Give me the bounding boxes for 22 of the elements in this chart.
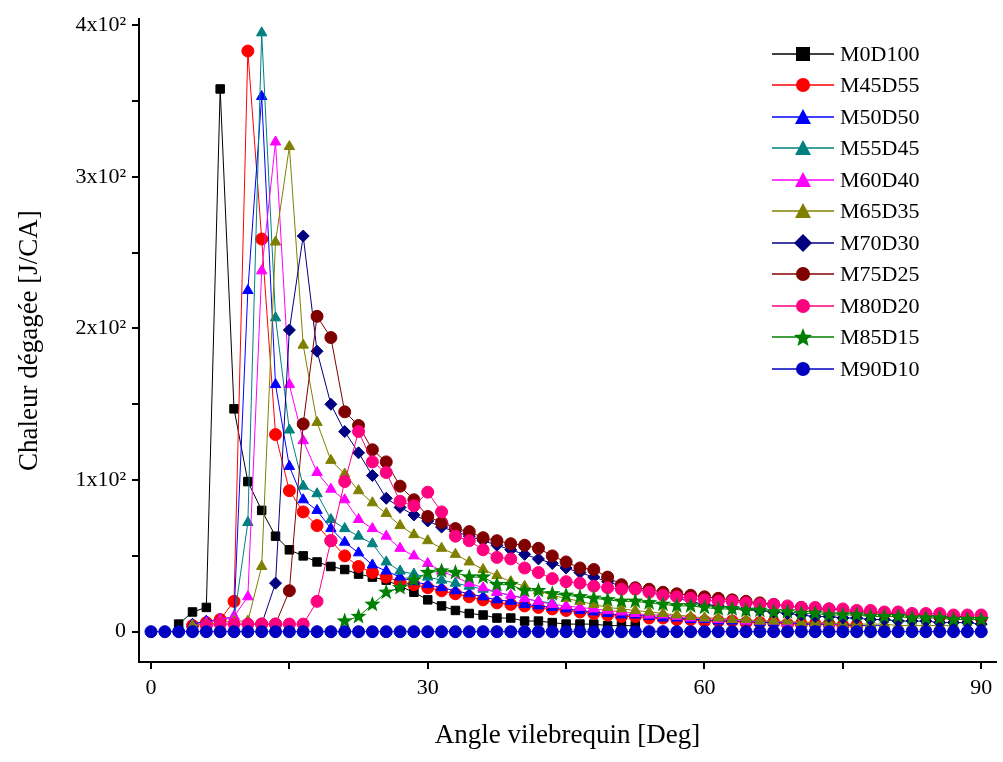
x-tick-label: 90 (970, 673, 993, 699)
legend-label: M55D45 (840, 135, 920, 162)
legend-label: M60D40 (840, 166, 920, 193)
legend-label: M65D35 (840, 198, 920, 225)
x-tick-label: 60 (693, 673, 716, 699)
legend-label: M0D100 (840, 40, 920, 67)
y-tick-label: 4x10² (75, 11, 127, 37)
y-axis-title: Chaleur dégagée [J/CA] (13, 210, 44, 472)
legend-label: M90D10 (840, 355, 920, 382)
legend-label: M80D20 (840, 292, 920, 319)
y-tick-label: 0 (115, 617, 126, 643)
legend-label: M50D50 (840, 103, 920, 130)
legend-label: M75D25 (840, 261, 920, 288)
legend-label: M70D30 (840, 229, 920, 256)
y-tick-label: 2x10² (75, 314, 127, 340)
y-tick-label: 1x10² (75, 465, 127, 491)
legend-label: M45D55 (840, 72, 920, 99)
legend-label: M85D15 (840, 324, 920, 351)
y-tick-label: 3x10² (75, 162, 127, 188)
x-axis-title: Angle vilebrequin [Deg] (434, 718, 701, 749)
x-tick-label: 0 (145, 673, 157, 699)
x-tick-label: 30 (416, 673, 439, 699)
